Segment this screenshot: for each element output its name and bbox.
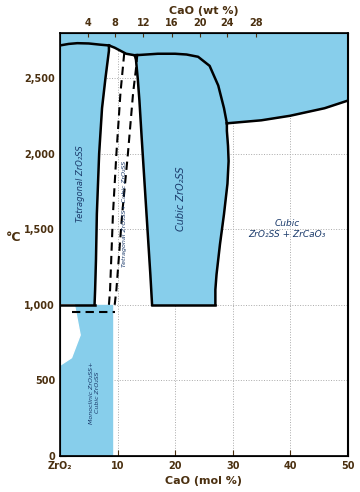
Y-axis label: °C: °C [5,231,21,245]
X-axis label: CaO (mol %): CaO (mol %) [165,476,242,487]
Polygon shape [60,43,109,305]
Text: Cubic ZrO₂SS: Cubic ZrO₂SS [176,167,186,231]
Polygon shape [60,32,348,123]
X-axis label: CaO (wt %): CaO (wt %) [169,5,239,16]
Polygon shape [60,305,80,365]
Polygon shape [60,305,112,456]
Text: Tetragonal ZrO₂SS: Tetragonal ZrO₂SS [76,146,85,222]
Text: Tetragonal ZrO₂SS+ Cubic ZrO₂SS: Tetragonal ZrO₂SS+ Cubic ZrO₂SS [122,161,127,267]
Polygon shape [135,54,229,305]
Text: Cubic
ZrO₂SS + ZrCaO₃: Cubic ZrO₂SS + ZrCaO₃ [249,219,326,239]
Text: Monoclinic ZrO₂SS+
Cubic ZrO₂SS: Monoclinic ZrO₂SS+ Cubic ZrO₂SS [89,361,100,424]
